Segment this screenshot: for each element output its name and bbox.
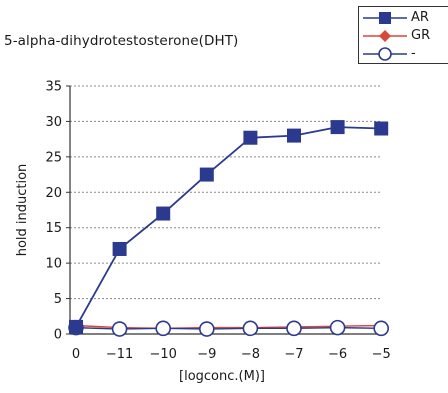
data-point-ar (330, 120, 345, 135)
data-point-ar (112, 241, 127, 256)
y-tick-label: 10 (45, 257, 62, 272)
data-point-control (242, 320, 259, 337)
legend-marker-gr (363, 30, 407, 42)
data-point-ar (374, 121, 389, 136)
data-point-control (155, 320, 171, 337)
x-tick-label: −7 (284, 347, 303, 362)
data-point-ar (243, 130, 258, 145)
x-tick-label: −8 (241, 347, 260, 362)
y-axis-label: hold induction (15, 164, 30, 257)
legend-label-gr: GR (411, 28, 431, 43)
legend-entry-gr: GR (359, 27, 448, 45)
legend-entry-control: - (359, 45, 448, 63)
y-tick-label: 35 (45, 80, 62, 95)
data-point-ar (287, 128, 301, 143)
legend-label-ar: AR (411, 10, 429, 25)
legend-marker-ar (363, 12, 407, 24)
legend: AR GR - (358, 6, 448, 64)
legend-entry-ar: AR (359, 9, 448, 27)
x-tick-label: 0 (72, 347, 80, 362)
data-point-control (329, 319, 346, 336)
data-point-ar (199, 167, 214, 182)
x-tick-label: −9 (197, 347, 216, 362)
x-tick-label: −6 (328, 347, 347, 362)
y-tick-label: 5 (54, 292, 62, 307)
legend-marker-control (363, 47, 407, 61)
y-tick-label: 0 (54, 328, 62, 343)
x-axis-label: [logconc.(M)] (179, 369, 265, 384)
data-point-ar (156, 206, 171, 221)
data-point-control (286, 320, 302, 337)
data-point-control (199, 321, 215, 337)
x-tick-label: −5 (372, 347, 391, 362)
y-tick-label: 20 (45, 186, 62, 201)
chart-title: 5-alpha-dihydrotestosterone(DHT) (4, 33, 239, 49)
x-tick-label: −10 (149, 347, 176, 362)
legend-label-control: - (411, 46, 416, 61)
data-point-control (373, 320, 390, 337)
data-point-ar (69, 319, 83, 334)
series-line-ar (75, 126, 382, 328)
data-point-control (111, 321, 128, 337)
x-tick-label: −11 (106, 347, 133, 362)
y-tick-label: 15 (45, 221, 62, 236)
y-tick-label: 25 (45, 150, 62, 165)
y-tick-label: 30 (45, 115, 62, 130)
